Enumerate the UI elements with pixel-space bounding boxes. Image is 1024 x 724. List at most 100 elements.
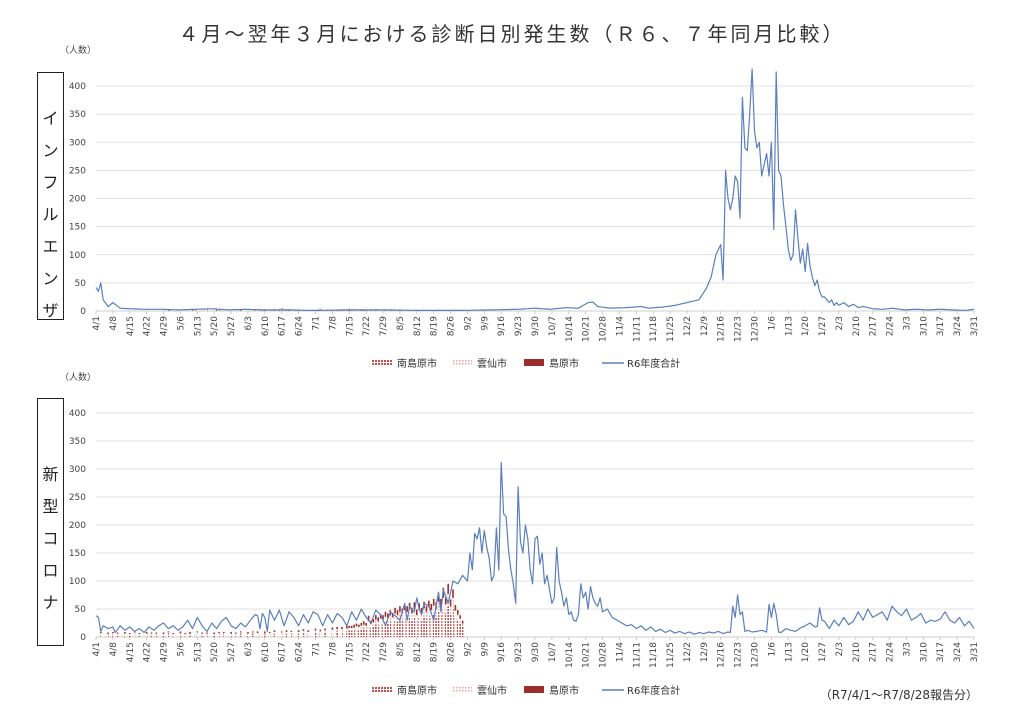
bar-shimabara	[196, 631, 199, 633]
bar-minami	[389, 621, 392, 637]
panel-label-char: 型	[42, 497, 59, 516]
bar-unzen	[196, 632, 199, 635]
bar-minami	[353, 310, 355, 311]
x-tick-label: 7/8	[328, 316, 338, 331]
bar-shimabara	[372, 619, 375, 623]
bar-minami	[396, 621, 399, 637]
x-tick-label: 5/27	[227, 316, 237, 336]
bar-minami	[297, 633, 300, 637]
x-tick-label: 7/15	[345, 642, 355, 662]
bar-shimabara	[100, 631, 102, 634]
x-tick-label: 11/25	[666, 642, 676, 668]
x-tick-label: 10/7	[548, 316, 558, 336]
bar-unzen	[314, 630, 317, 633]
bar-unzen	[138, 634, 141, 636]
bar-unzen	[372, 622, 375, 627]
bar-shimabara	[319, 629, 322, 632]
bar-unzen	[297, 631, 300, 634]
bar-minami	[425, 619, 428, 637]
bar-unzen	[428, 607, 430, 616]
bar-minami	[437, 611, 440, 637]
bar-shimabara	[235, 632, 237, 634]
bar-unzen	[432, 605, 435, 615]
y-tick-label: 100	[69, 251, 86, 261]
x-tick-label: 10/14	[565, 316, 575, 342]
bar-minami	[100, 634, 102, 637]
x-tick-label: 3/17	[936, 316, 946, 336]
bar-unzen	[403, 610, 406, 618]
bar-minami	[459, 623, 462, 637]
bar-unzen	[133, 632, 136, 635]
bar-unzen	[167, 632, 170, 635]
panel-label-char: ロ	[42, 561, 59, 580]
bar-shimabara	[459, 615, 462, 619]
bar-unzen	[411, 613, 413, 621]
bar-unzen	[384, 616, 387, 623]
x-tick-label: 12/23	[734, 316, 744, 342]
bar-unzen	[416, 615, 418, 622]
bar-shimabara	[365, 623, 367, 626]
panel-label-char: ナ	[42, 593, 59, 612]
y-tick-label: 150	[69, 549, 86, 559]
x-tick-label: 6/24	[295, 316, 305, 336]
x-tick-label: 12/2	[683, 642, 693, 662]
x-tick-label: 3/24	[953, 642, 963, 662]
bar-minami	[167, 309, 170, 311]
x-tick-label: 9/9	[480, 316, 490, 331]
bar-minami	[285, 633, 288, 637]
x-tick-label: 12/30	[751, 316, 761, 342]
bar-minami	[457, 620, 459, 637]
y-tick-label: 250	[69, 166, 86, 176]
y-tick-label: 300	[69, 138, 86, 148]
x-tick-label: 12/23	[734, 642, 744, 668]
bar-minami	[399, 619, 401, 637]
x-tick-label: 2/3	[835, 642, 845, 656]
bar-shimabara	[346, 625, 348, 629]
bar-unzen	[377, 621, 380, 626]
x-tick-label: 2/17	[869, 642, 879, 662]
bar-unzen	[346, 308, 348, 310]
bar-unzen	[370, 624, 372, 629]
legend-swatch	[452, 359, 472, 366]
bar-shimabara	[280, 631, 283, 633]
legend-label: 南島原市	[397, 684, 437, 697]
bar-minami	[307, 633, 310, 637]
bar-minami	[196, 634, 199, 637]
bar-minami	[292, 310, 295, 311]
bar-unzen	[206, 633, 208, 635]
bar-minami	[384, 622, 387, 637]
bar-minami	[167, 634, 170, 637]
bar-shimabara	[432, 598, 435, 606]
bar-unzen	[128, 634, 131, 636]
bar-minami	[423, 616, 425, 637]
bar-minami	[213, 635, 215, 637]
bar-shimabara	[297, 630, 300, 632]
bar-shimabara	[350, 625, 353, 629]
x-tick-label: 7/29	[379, 316, 389, 336]
bar-unzen	[449, 606, 452, 615]
bar-unzen	[256, 633, 259, 635]
bar-minami	[273, 633, 276, 637]
bar-minami	[449, 614, 452, 637]
x-tick-label: 4/8	[109, 642, 119, 657]
panel-label-char: エ	[42, 237, 59, 256]
bar-minami	[331, 310, 334, 311]
x-tick-label: 8/12	[413, 642, 423, 662]
legend-label: 島原市	[549, 357, 579, 370]
bar-minami	[191, 309, 194, 311]
legend-label: R6年度合計	[627, 357, 680, 370]
bar-unzen	[235, 633, 237, 635]
bar-unzen	[223, 633, 225, 635]
bar-minami	[394, 310, 396, 311]
x-tick-label: 12/9	[700, 642, 710, 662]
x-tick-label: 9/16	[497, 316, 507, 336]
bar-unzen	[408, 609, 411, 618]
bar-shimabara	[454, 605, 457, 611]
bar-shimabara	[218, 631, 220, 634]
x-tick-label: 4/1	[92, 642, 102, 656]
panel-label-char: コ	[42, 529, 59, 548]
bar-minami	[319, 633, 322, 637]
bar-shimabara	[116, 632, 119, 634]
bar-shimabara	[112, 631, 114, 634]
bar-minami	[338, 310, 341, 311]
